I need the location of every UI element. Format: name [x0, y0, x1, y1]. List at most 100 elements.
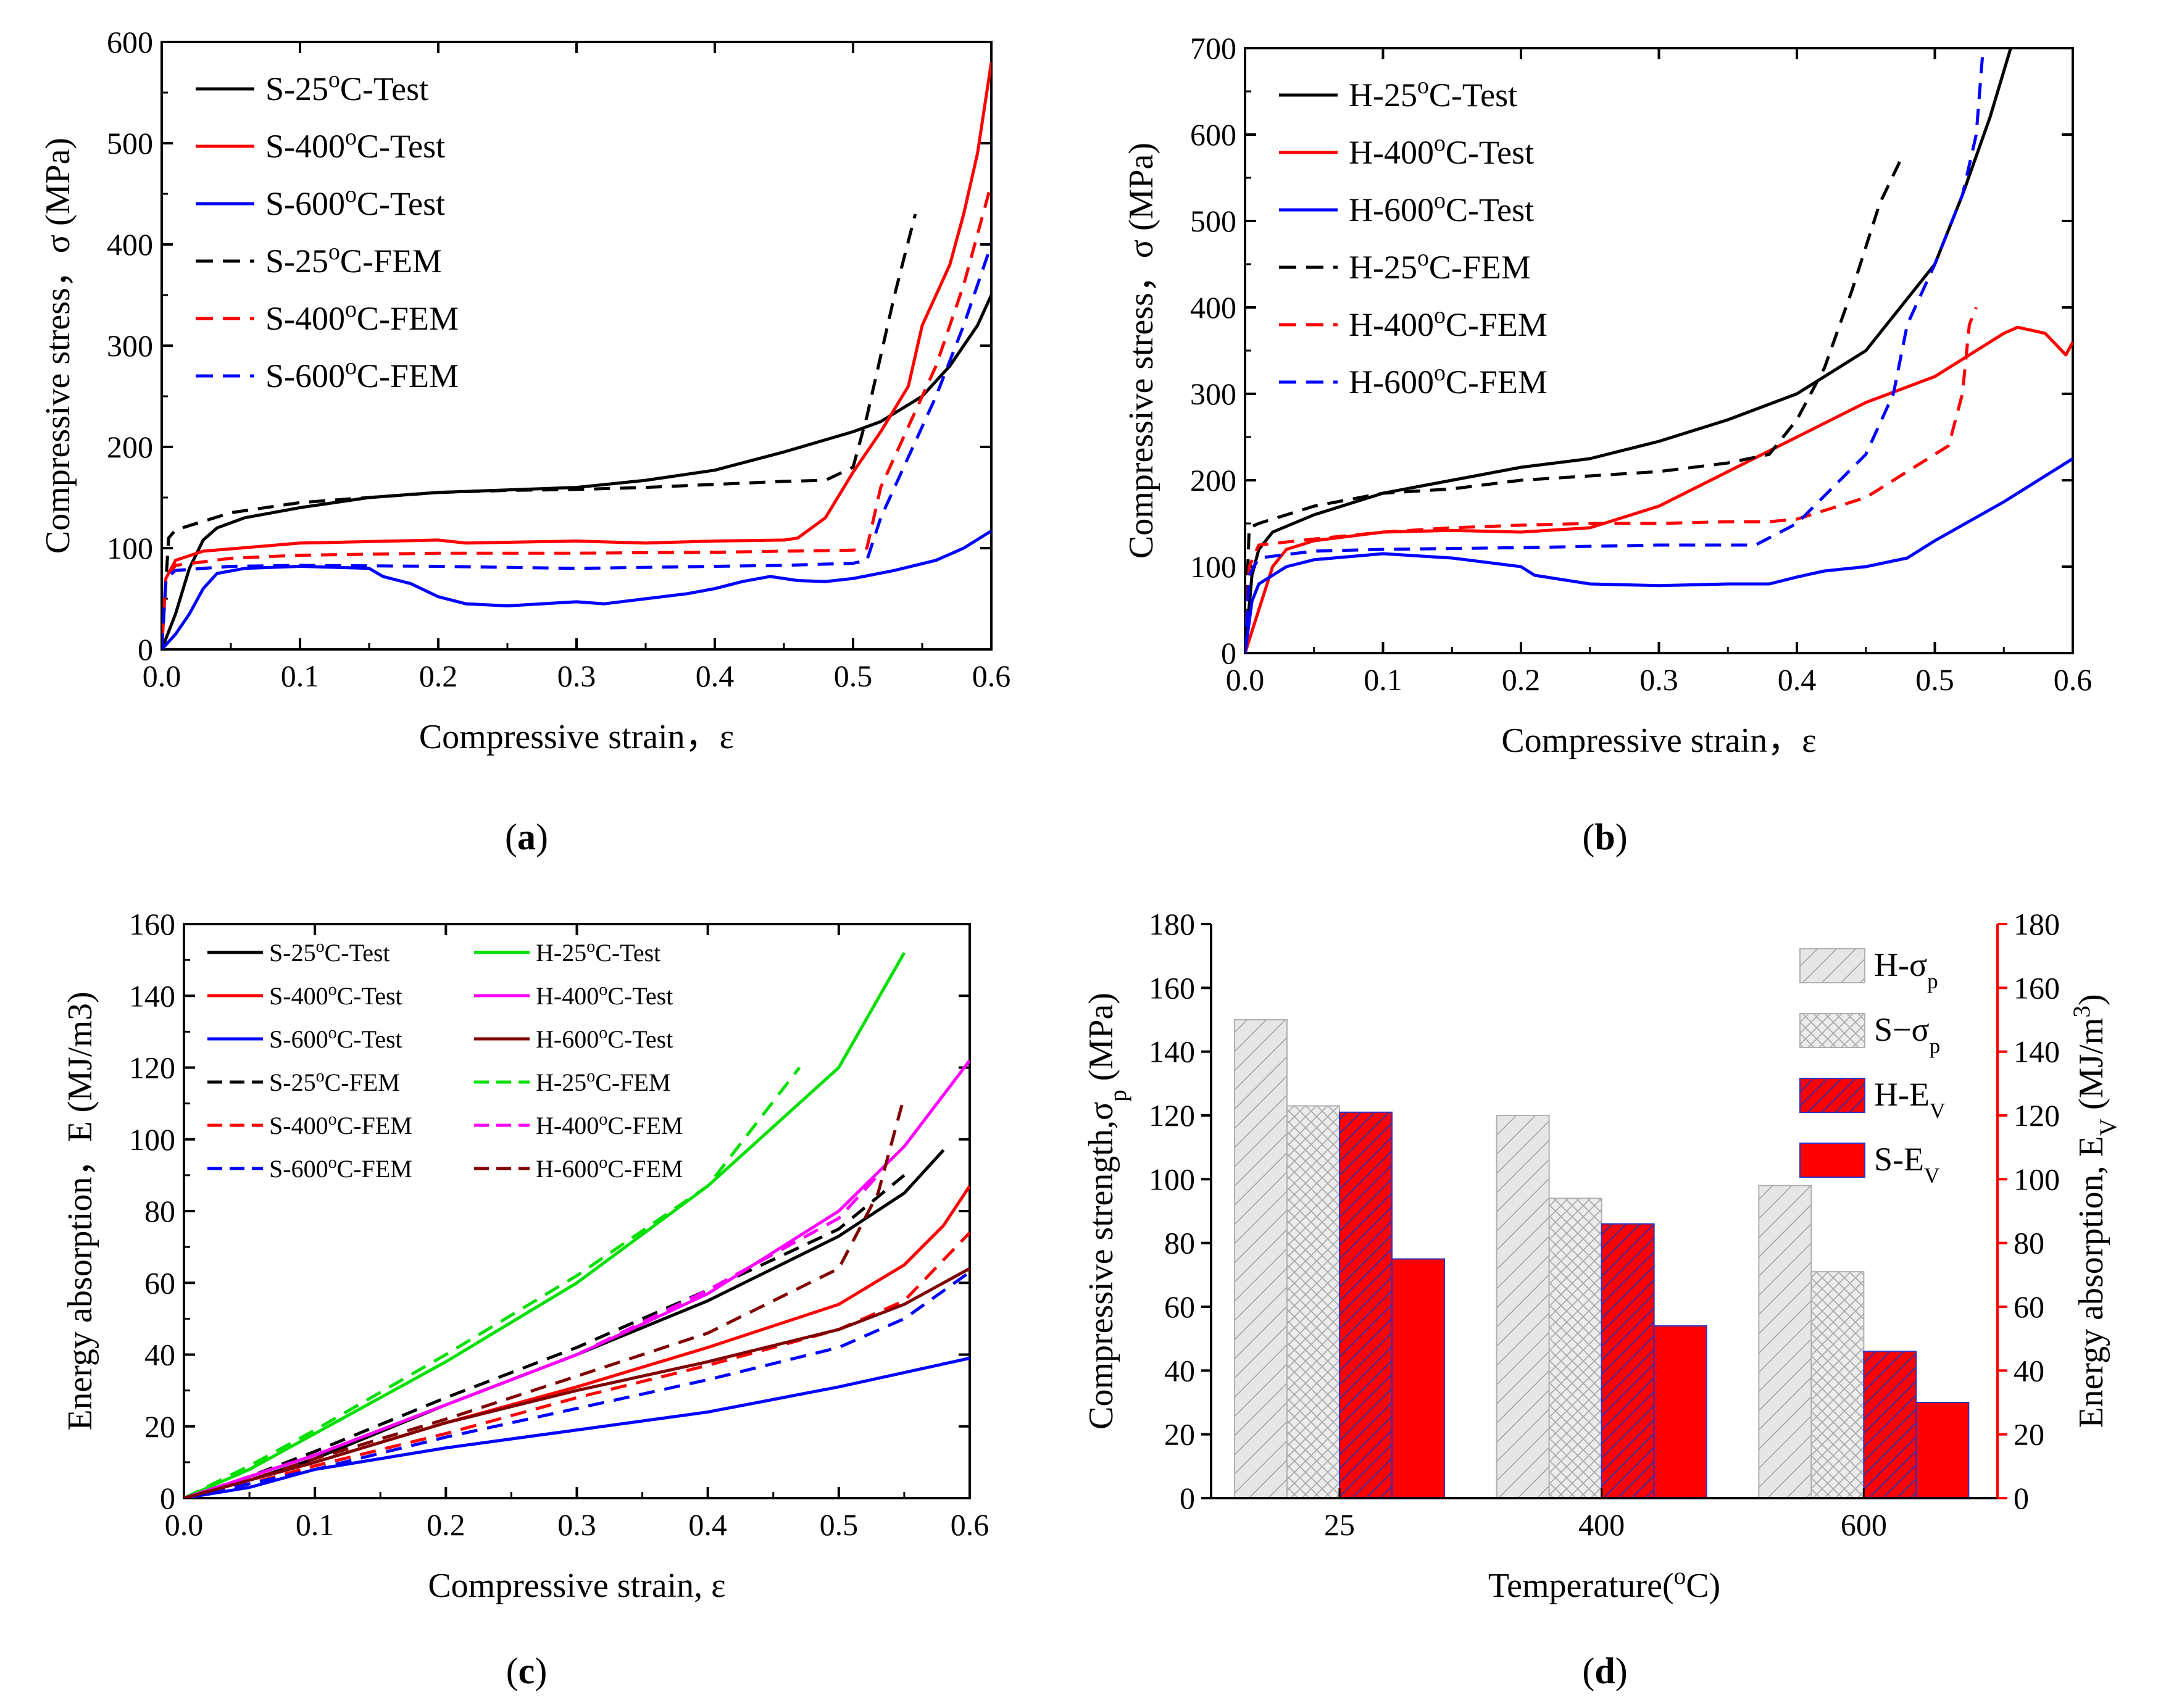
y-label-part: Compressive strength,σ — [1082, 1102, 1120, 1430]
legend-label-main: S-400 — [265, 300, 345, 337]
y-tick-label: 40 — [144, 1338, 175, 1372]
legend-label-end: C-Test — [607, 982, 673, 1010]
legend-label-sup: o — [1434, 188, 1446, 214]
series-line-H-600oC-FEM — [184, 1096, 906, 1498]
legend-label-main: S-600 — [265, 357, 345, 394]
legend-label-sup: o — [328, 239, 340, 265]
legend-label-main: S-600 — [269, 1155, 328, 1183]
y-tick-label-right: 160 — [2014, 970, 2060, 1005]
legend-swatch — [1799, 1143, 1865, 1178]
x-tick-label: 0.2 — [1502, 662, 1541, 697]
legend-label-sup: o — [599, 980, 607, 999]
legend-label-end: C-FEM — [357, 300, 459, 337]
legend-label-sup: o — [599, 1153, 607, 1172]
series-line-H-25oC-Test — [184, 952, 906, 1498]
y-tick-label: 400 — [107, 227, 153, 262]
legend-label: S-25oC-FEM — [265, 239, 442, 280]
x-tick-label: 0.3 — [557, 659, 596, 693]
x-tick-label: 0.2 — [427, 1507, 465, 1542]
legend-label: H-400oC-FEM — [536, 1110, 683, 1140]
y-tick-label: 100 — [129, 1122, 175, 1157]
legend-label-main: S-25 — [269, 939, 316, 967]
series-line-H-600oC-Test — [1245, 457, 2073, 653]
caption-letter: a — [517, 817, 536, 857]
series-line-S-600oC-Test — [184, 1356, 970, 1498]
legend-label: H-600oC-FEM — [536, 1153, 683, 1183]
legend-label-main: H-600 — [536, 1025, 599, 1053]
legend-label-end: C-Test — [357, 185, 445, 222]
legend-label: S-400oC-Test — [269, 980, 402, 1010]
legend-label-end: C-FEM — [337, 1155, 412, 1183]
bar-H-EV-25 — [1339, 1111, 1393, 1499]
y-label-part: ) — [2072, 994, 2110, 1006]
bar-H-EV-400 — [1601, 1223, 1655, 1499]
y-tick-label: 0 — [160, 1481, 175, 1515]
legend-label-sup: o — [345, 296, 357, 322]
bar-S-EV-25 — [1391, 1258, 1445, 1499]
legend-label-main: S-400 — [265, 128, 345, 165]
y-tick-label: 500 — [1190, 204, 1236, 238]
y-tick-label: 400 — [1190, 290, 1236, 325]
x-tick-label: 0.5 — [1915, 662, 1954, 697]
y-label-sub: V — [2095, 1119, 2122, 1136]
legend-label: S-600oC-Test — [269, 1023, 402, 1054]
y-tick-label: 100 — [1190, 549, 1236, 584]
x-axis-label: Compressive strain, ε — [428, 1567, 725, 1605]
legend-label-end: C-FEM — [357, 357, 459, 394]
y-tick-label: 0 — [1221, 636, 1236, 670]
x-tick-label: 400 — [1578, 1507, 1625, 1542]
legend-label: H-600oC-FEM — [1349, 360, 1547, 401]
y-label-sup: 3 — [2068, 1006, 2095, 1018]
legend-label-sup: o — [328, 1110, 337, 1129]
x-label-part: C) — [1686, 1567, 1720, 1605]
legend-label-sub: V — [1924, 1164, 1939, 1188]
panel-caption: (a) — [505, 817, 548, 857]
x-label-sup: o — [1674, 1563, 1686, 1589]
legend-label-sup: o — [345, 181, 357, 207]
series-line-S-600oC-Test — [162, 529, 991, 649]
legend-label-sup: o — [316, 1067, 325, 1086]
y-tick-label-left: 40 — [1164, 1353, 1195, 1388]
y-axis-label: Compressive stress，σ (MPa) — [1122, 143, 1160, 559]
series-line-H-25oC-FEM — [1245, 159, 1902, 653]
y-axis-label: Compressive stress，σ (MPa) — [39, 138, 77, 554]
legend-label-main: H-E — [1874, 1076, 1930, 1113]
y-tick-label: 700 — [1190, 31, 1236, 65]
legend-label-end: C-Test — [1446, 134, 1534, 171]
bar-S−σp-600 — [1810, 1271, 1865, 1499]
caption-paren: ) — [1615, 1651, 1628, 1691]
legend-label-end: C-Test — [1429, 77, 1517, 114]
panel-caption: (d) — [1582, 1651, 1627, 1691]
panel-c: 0.0 0.1 0.2 0.3 0.4 0.5 0.6 0 20 40 60 80 100 120 140 1… — [61, 907, 989, 1691]
legend-label-main: H-600 — [1349, 191, 1434, 228]
legend-label: S-400oC-Test — [265, 124, 445, 165]
bar-S-EV-400 — [1653, 1325, 1707, 1499]
x-axis-label: Compressive strain，ε — [419, 718, 734, 756]
x-axis-label: Temperature(oC) — [1488, 1563, 1720, 1606]
legend-label-sup: o — [599, 1110, 607, 1129]
legend-label-main: S-25 — [265, 70, 328, 107]
x-tick-label: 0.6 — [2054, 662, 2093, 697]
x-tick-label: 0.4 — [688, 1507, 727, 1542]
panel-a: 0.0 0.1 0.2 0.3 0.4 0.5 0.6 0 100 200 300 400 500 600… — [39, 25, 1010, 857]
legend-label-sup: o — [586, 1067, 595, 1086]
caption-paren: ( — [1582, 817, 1594, 857]
legend-label-main: S-E — [1874, 1141, 1924, 1178]
bar-H-EV-600 — [1863, 1351, 1917, 1499]
y-tick-label: 120 — [129, 1051, 175, 1085]
panel-d: 25 400 600 0 20 40 60 80 100 120 140 160 180 0 20 40 60 8… — [1082, 907, 2122, 1691]
legend-label-end: C-Test — [337, 1025, 402, 1053]
legend-label-sup: o — [345, 124, 357, 150]
y-tick-label: 200 — [107, 430, 153, 464]
legend-label: H-600oC-Test — [536, 1023, 673, 1054]
legend-label-main: H-25 — [1349, 77, 1417, 114]
x-tick-label: 0.1 — [281, 659, 320, 693]
y-tick-label-right: 20 — [2014, 1417, 2044, 1452]
legend-label-sup: o — [328, 980, 337, 999]
x-tick-label: 0.3 — [557, 1507, 596, 1542]
y-tick-label: 300 — [107, 328, 153, 363]
caption-letter: d — [1594, 1651, 1615, 1691]
legend-label-main: H-25 — [1349, 249, 1417, 286]
y-tick-label: 600 — [107, 25, 153, 59]
x-tick-label: 0.6 — [951, 1507, 989, 1542]
